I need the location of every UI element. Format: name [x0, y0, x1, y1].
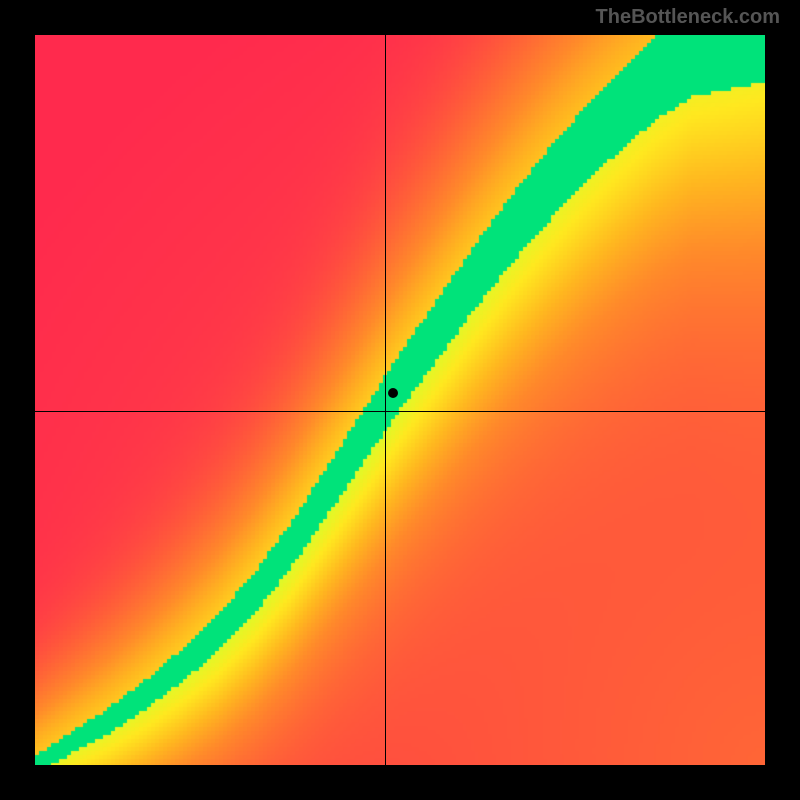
watermark-text: TheBottleneck.com — [596, 6, 780, 29]
heatmap-plot — [35, 35, 765, 765]
crosshair-vertical — [385, 35, 386, 765]
heatmap-canvas — [35, 35, 765, 765]
crosshair-horizontal — [35, 411, 765, 412]
crosshair-marker-dot — [388, 388, 398, 398]
